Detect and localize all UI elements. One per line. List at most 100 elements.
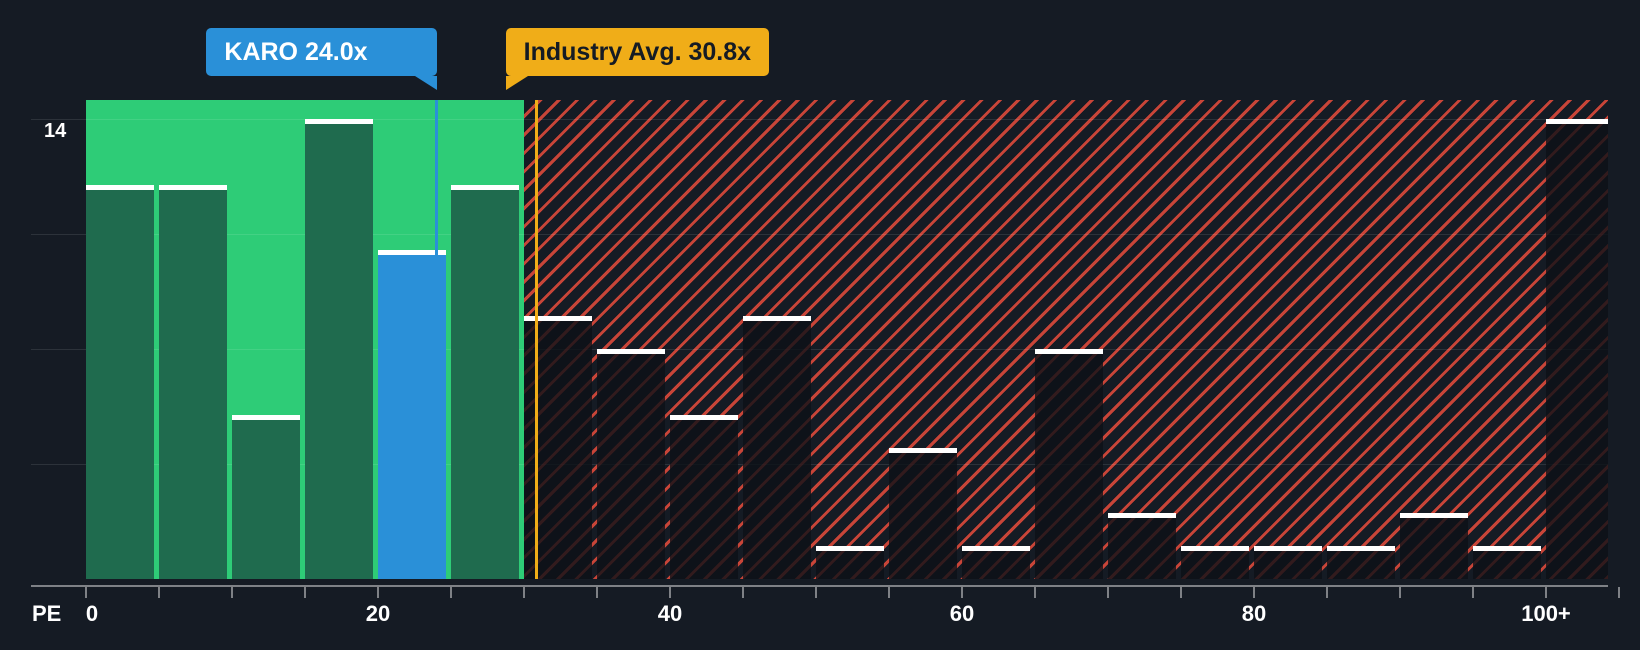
bar-cap (1181, 546, 1249, 552)
x-axis-tick (1326, 587, 1328, 598)
x-axis-tick (1399, 587, 1401, 598)
bar-body (305, 124, 373, 579)
bar-cap (378, 250, 446, 256)
x-axis-tick (523, 587, 525, 598)
bar-body (378, 255, 446, 579)
histogram-bar[interactable] (159, 184, 227, 579)
x-axis-tick (304, 587, 306, 598)
x-axis-tick (1107, 587, 1109, 598)
histogram-bar[interactable] (305, 119, 373, 579)
histogram-bar[interactable] (451, 184, 519, 579)
bar-body (232, 419, 300, 579)
zone-overvalued (524, 100, 1608, 579)
bar-cap (1400, 513, 1468, 519)
x-axis-tick (1034, 587, 1036, 598)
histogram-bar[interactable] (1473, 546, 1541, 579)
x-axis-tick-label: 60 (949, 601, 975, 626)
bar-cap (670, 414, 738, 420)
histogram-bar[interactable] (962, 546, 1030, 579)
bar-cap (451, 184, 519, 190)
x-axis-tick (85, 587, 87, 598)
bar-cap (524, 316, 592, 322)
x-axis-tick (1472, 587, 1474, 598)
marker-line-industry-average (534, 100, 538, 579)
histogram-bar[interactable] (889, 447, 957, 579)
histogram-bar[interactable] (1181, 546, 1249, 579)
bar-body (1254, 551, 1322, 579)
marker-line-karo (435, 100, 439, 579)
x-axis-title: PE (32, 601, 62, 626)
bar-cap (1473, 546, 1541, 552)
karo-marker-callout[interactable]: KARO 24.0x (206, 28, 438, 90)
x-axis-tick (450, 587, 452, 598)
x-axis-tick (231, 587, 233, 598)
bar-body (1400, 518, 1468, 579)
bar-body (597, 354, 665, 579)
histogram-bar[interactable] (1035, 349, 1103, 579)
x-axis-tick-label: 40 (657, 601, 683, 626)
x-axis-tick (377, 587, 379, 598)
x-axis-tick (596, 587, 598, 598)
bar-body (670, 419, 738, 579)
x-axis-tick (1545, 587, 1547, 598)
x-axis-tick-label: 100+ (1521, 601, 1571, 626)
bar-cap (1035, 349, 1103, 354)
y-axis-max-label: 14 (44, 120, 67, 142)
bar-cap (1327, 546, 1395, 552)
bar-body (816, 551, 884, 579)
x-axis-tick (961, 587, 963, 598)
histogram-bar[interactable] (743, 316, 811, 579)
bar-body (1327, 551, 1395, 579)
x-axis-tick-label: 0 (85, 601, 99, 626)
x-axis-tick-label: 20 (365, 601, 391, 626)
bar-cap (1254, 546, 1322, 552)
bar-cap (1108, 513, 1176, 519)
bar-cap (962, 546, 1030, 552)
histogram-bar[interactable] (816, 546, 884, 579)
bar-body (1035, 354, 1103, 579)
histogram-bar[interactable] (378, 250, 446, 579)
bar-cap (305, 119, 373, 124)
bar-cap (1546, 119, 1608, 124)
bar-cap (816, 546, 884, 552)
x-axis-tick (1253, 587, 1255, 598)
bar-cap (889, 447, 957, 453)
bar-body (86, 189, 154, 579)
bar-body (159, 189, 227, 579)
histogram-bar[interactable] (86, 184, 154, 579)
bar-body (1108, 518, 1176, 579)
histogram-bar[interactable] (1254, 546, 1322, 579)
histogram-bar[interactable] (1400, 513, 1468, 579)
callout-tail-icon (505, 76, 528, 90)
bar-body (1181, 551, 1249, 579)
histogram-bar[interactable] (1546, 119, 1608, 579)
bar-cap (232, 414, 300, 420)
histogram-bar[interactable] (670, 414, 738, 579)
callout-tail-icon (415, 76, 438, 90)
x-axis-tick-label: 80 (1241, 601, 1267, 626)
bar-body (889, 452, 957, 579)
industry-average-label: Industry Avg. 30.8x (523, 38, 752, 66)
karo-marker-label: KARO 24.0x (224, 38, 368, 66)
x-axis-line (31, 585, 1608, 587)
bar-cap (159, 184, 227, 190)
bar-body (962, 551, 1030, 579)
bar-body (451, 189, 519, 579)
bar-cap (743, 316, 811, 322)
x-axis-tick (158, 587, 160, 598)
histogram-bar[interactable] (1108, 513, 1176, 579)
bar-cap (597, 349, 665, 354)
x-axis-tick (742, 587, 744, 598)
x-axis-tick (669, 587, 671, 598)
histogram-bar[interactable] (597, 349, 665, 579)
histogram-bar[interactable] (1327, 546, 1395, 579)
bar-body (1546, 124, 1608, 579)
bar-cap (86, 184, 154, 190)
bar-body (743, 321, 811, 579)
plot-area (31, 100, 1608, 579)
x-axis-tick (888, 587, 890, 598)
x-axis-tick (1618, 587, 1620, 598)
x-axis-tick (815, 587, 817, 598)
histogram-bar[interactable] (232, 414, 300, 579)
industry-average-callout[interactable]: Industry Avg. 30.8x (505, 28, 770, 90)
